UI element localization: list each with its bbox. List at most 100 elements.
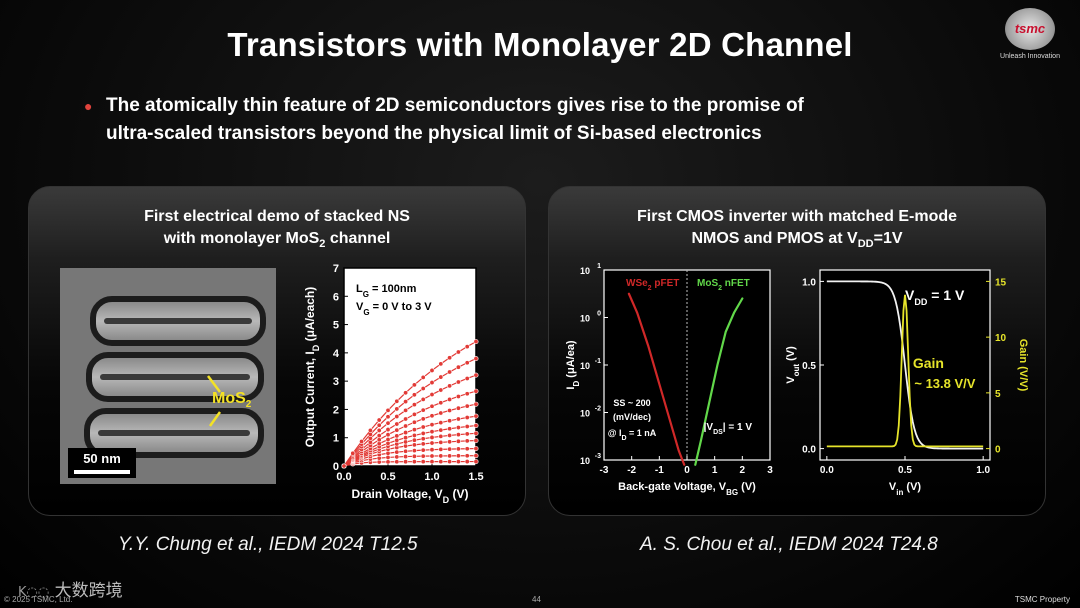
vdd-annotation: VDD = 1 V [905,287,965,307]
output-point [385,437,391,443]
output-point [394,454,400,460]
output-curve-2 [343,455,477,467]
y-tick-label: 4 [333,348,340,360]
output-point [438,446,444,452]
output-point [464,446,470,452]
bullet-point: ● The atomically thin feature of 2D semi… [84,92,984,148]
output-point [464,431,470,437]
output-point [464,423,470,429]
output-point [473,423,479,429]
output-point [411,382,417,388]
output-curve-4 [343,439,477,467]
output-point [473,372,479,378]
watermark: K◌◌ 大数跨境 [18,581,123,601]
output-point [429,422,435,428]
x-tick-label: 0.5 [898,465,912,476]
output-point [455,416,461,422]
output-point [394,427,400,433]
output-point [403,459,409,465]
output-point [403,443,409,449]
output-point [438,453,444,459]
output-point [394,433,400,439]
output-point [385,420,391,426]
y-tick-label: 0.0 [802,445,816,456]
output-point [411,402,417,408]
output-point [359,438,365,444]
output-point [429,447,435,453]
y-tick-label: 0.5 [802,361,816,372]
output-point [464,344,470,350]
output-point [385,427,391,433]
output-point [447,369,453,375]
output-point [394,406,400,412]
output-curve-12 [343,341,477,467]
pfet-legend: WSe2 pFET [626,278,679,292]
output-point [403,448,409,454]
output-point [464,415,470,421]
y-axis-label: Output Current, ID (μA/each) [303,287,321,448]
ss-annotation-2: (mV/dec) [613,412,651,422]
output-point [455,364,461,370]
output-point [455,432,461,438]
y-axis-label: Vout (V) [785,346,801,384]
output-point [420,453,426,459]
output-point [429,440,435,446]
output-point [403,390,409,396]
output-point [464,453,470,459]
y-tick-label: 10 [580,456,590,466]
left-citation: Y.Y. Chung et al., IEDM 2024 T12.5 [118,534,418,555]
y2-axis-label: Gain (V/V) [1017,339,1029,392]
x-tick-label: 2 [740,465,746,476]
output-point [455,405,461,411]
x-axis-label: Drain Voltage, VD (V) [352,487,469,505]
output-point [411,459,417,465]
y-tick-label: 1 [333,433,339,445]
x-tick-label: 3 [767,465,773,476]
output-point [438,400,444,406]
output-point [438,374,444,380]
slide-title: Transistors with Monolayer 2D Channel [227,26,853,63]
output-point [447,383,453,389]
transfer-curve-chart: -3 -2 -1 0 1 2 3 10 -3 10 -2 10 -1 10 0 10 1 WSe2 pFET MoS… [565,263,773,497]
x-tick-label: 0 [684,465,690,476]
output-point [429,434,435,440]
output-point [473,339,479,345]
output-curve-6 [343,424,477,467]
output-point [447,407,453,413]
output-curve-9 [343,390,477,467]
output-point [438,427,444,433]
bullet-line-1: The atomically thin feature of 2D semico… [106,95,804,116]
output-point [420,374,426,380]
nanosheet-2 [86,352,264,402]
tsmc-logo: tsmc Unleash Innovation [998,8,1062,60]
output-point [473,356,479,362]
output-point [385,414,391,420]
output-point [420,436,426,442]
output-point [473,446,479,452]
x-tick-label: -1 [655,465,664,476]
output-point [420,385,426,391]
output-point [447,355,453,361]
output-point [385,454,391,460]
output-point [403,416,409,422]
y2-tick-label: 15 [995,277,1007,288]
output-point [376,422,382,428]
x-axis-label: Vin (V) [889,481,922,497]
output-point [455,379,461,385]
output-point [447,459,453,465]
output-point [403,407,409,413]
y-tick-exponent: -3 [595,453,601,460]
right-citation: A. S. Chou et al., IEDM 2024 T24.8 [640,534,938,555]
bullet-dot-icon: ● [84,98,93,114]
y-tick-label: 10 [580,314,590,324]
output-point [447,446,453,452]
output-point [438,361,444,367]
output-point [438,433,444,439]
output-point [411,453,417,459]
logo-tagline: Unleash Innovation [1000,53,1060,60]
output-point [473,401,479,407]
output-point [429,459,435,465]
y-tick-label: 10 [580,409,590,419]
mos2-label: MoS2 [212,390,252,411]
